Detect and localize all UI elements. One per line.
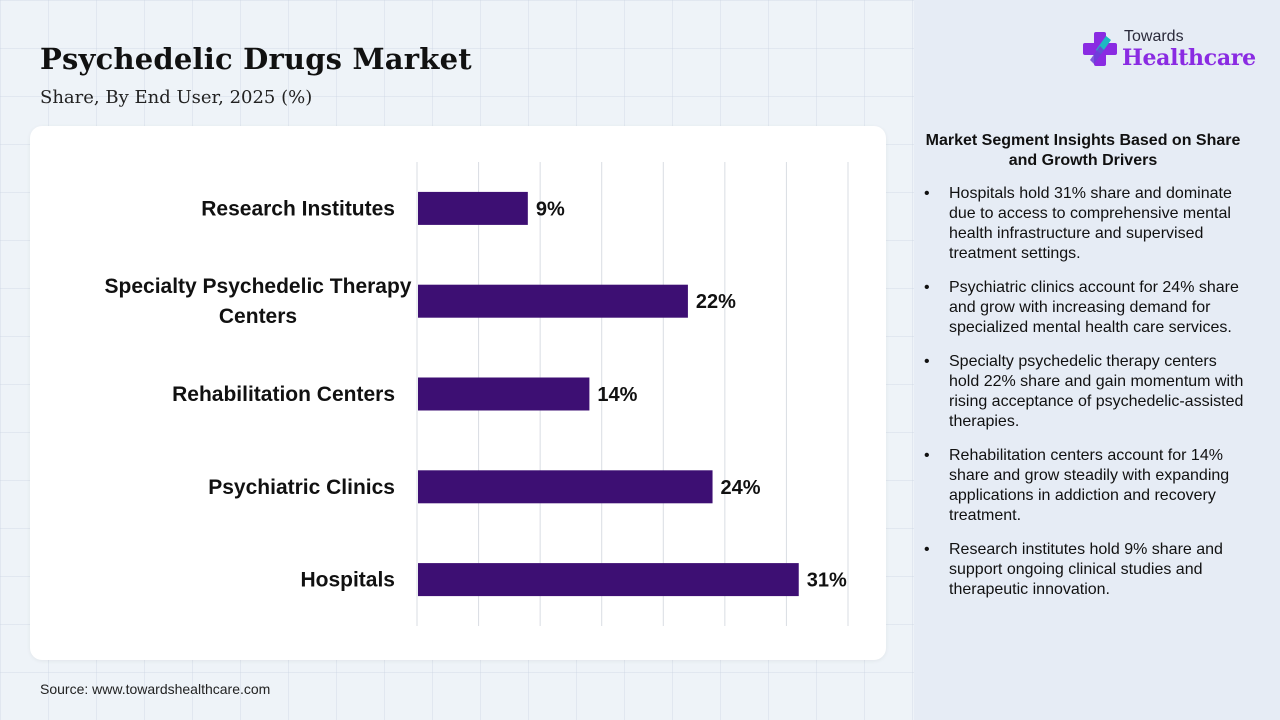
category-label-line: Psychiatric Clinics bbox=[208, 476, 395, 499]
chart-title: Psychedelic Drugs Market bbox=[40, 42, 472, 76]
bar bbox=[418, 284, 688, 318]
category-label: Rehabilitation Centers bbox=[172, 383, 395, 406]
chart-card: 9% Research Institutes 22% Specialty Psyche… bbox=[30, 126, 886, 660]
logo-text-big: Healthcare bbox=[1122, 45, 1256, 71]
data-label: 9% bbox=[536, 198, 565, 220]
insight-text: Hospitals hold 31% share and dominate du… bbox=[949, 185, 1232, 262]
bar bbox=[418, 470, 713, 504]
insights-title: Market Segment Insights Based on Share a… bbox=[925, 132, 1241, 169]
insight-item: • Specialty psychedelic therapy centers h… bbox=[924, 352, 1246, 432]
chart-subtitle: Share, By End User, 2025 (%) bbox=[40, 87, 313, 108]
bullet-icon: • bbox=[924, 279, 930, 296]
insight-item: • Psychiatric clinics account for 24% sha… bbox=[924, 278, 1246, 338]
category-label: Specialty Psychedelic Therapy Centers bbox=[105, 275, 412, 328]
insights-panel bbox=[914, 0, 1280, 720]
category-label-line: Research Institutes bbox=[201, 197, 395, 220]
bar-chart: 9% Research Institutes 22% Specialty Psyche… bbox=[105, 162, 849, 626]
category-label-line: Specialty Psychedelic Therapy bbox=[105, 275, 412, 298]
insight-text: Specialty psychedelic therapy centers ho… bbox=[949, 353, 1244, 430]
insights-list: • Hospitals hold 31% share and dominate d… bbox=[924, 184, 1246, 614]
data-label: 31% bbox=[807, 570, 847, 592]
category-label: Research Institutes bbox=[201, 197, 395, 220]
bar bbox=[418, 191, 528, 225]
logo-text-small: Towards bbox=[1124, 28, 1184, 45]
insight-item: • Hospitals hold 31% share and dominate d… bbox=[924, 184, 1246, 264]
bar bbox=[418, 563, 799, 597]
bullet-icon: • bbox=[924, 185, 930, 202]
insight-item: • Research institutes hold 9% share and s… bbox=[924, 540, 1246, 600]
bar bbox=[418, 377, 590, 411]
category-label: Psychiatric Clinics bbox=[208, 476, 395, 499]
bullet-icon: • bbox=[924, 541, 930, 558]
cross-plus-icon bbox=[1083, 32, 1117, 66]
bullet-icon: • bbox=[924, 353, 930, 370]
data-label: 24% bbox=[721, 477, 761, 499]
source-note: Source: www.towardshealthcare.com bbox=[40, 681, 271, 697]
data-label: 22% bbox=[696, 291, 736, 313]
category-label-line: Rehabilitation Centers bbox=[172, 383, 395, 406]
insight-text: Research institutes hold 9% share and su… bbox=[949, 541, 1223, 598]
insight-text: Psychiatric clinics account for 24% shar… bbox=[949, 279, 1239, 336]
brand-logo: Towards Healthcare bbox=[1082, 26, 1262, 76]
bullet-icon: • bbox=[924, 447, 930, 464]
insight-item: • Rehabilitation centers account for 14% … bbox=[924, 446, 1246, 526]
category-label-line: Hospitals bbox=[300, 569, 395, 592]
data-label: 14% bbox=[597, 384, 637, 406]
category-label: Hospitals bbox=[300, 569, 395, 592]
insight-text: Rehabilitation centers account for 14% s… bbox=[949, 447, 1230, 524]
category-label-line: Centers bbox=[219, 305, 297, 328]
